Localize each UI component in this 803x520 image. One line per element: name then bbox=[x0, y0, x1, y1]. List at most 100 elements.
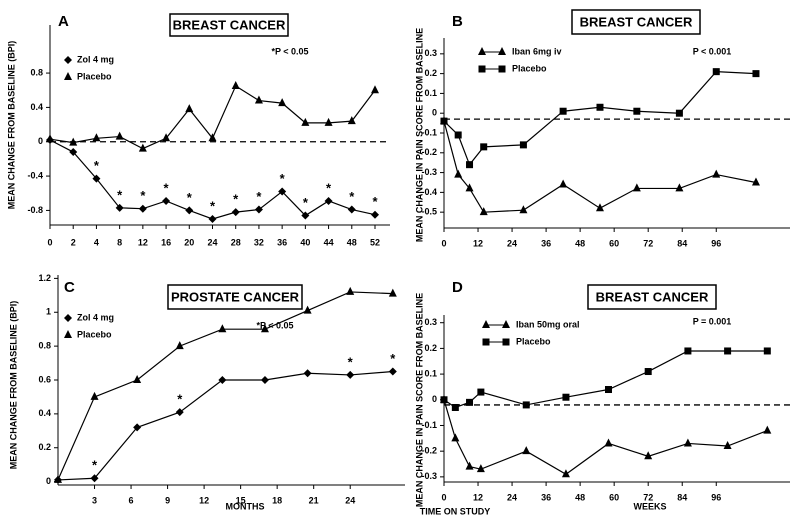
y-tick-label: 0.8 bbox=[38, 341, 51, 351]
y-axis-label: MEAN CHANGE FROM BASELINE (BPI) bbox=[6, 41, 16, 210]
x-tick-label: 12 bbox=[138, 237, 148, 247]
point-marker bbox=[684, 347, 692, 355]
x-tick-label: 36 bbox=[277, 237, 287, 247]
point-marker bbox=[675, 183, 684, 192]
x-tick-label: 8 bbox=[117, 237, 122, 247]
x-tick-label: 3 bbox=[92, 495, 97, 505]
y-tick-label: 0.3 bbox=[424, 317, 437, 327]
x-tick-label: 36 bbox=[541, 492, 551, 502]
legend-label: Placebo bbox=[516, 336, 551, 346]
point-marker bbox=[644, 368, 652, 376]
significance-marker: * bbox=[92, 458, 98, 473]
x-tick-label: 28 bbox=[231, 237, 241, 247]
series-line bbox=[443, 120, 757, 213]
legend-marker bbox=[64, 72, 72, 80]
significance-marker: * bbox=[349, 189, 355, 204]
point-marker bbox=[522, 446, 531, 455]
y-tick-label: -0.2 bbox=[421, 446, 437, 456]
y-tick-label: 0 bbox=[38, 136, 43, 146]
x-tick-label: 48 bbox=[575, 492, 585, 502]
x-tick-label: 24 bbox=[507, 238, 517, 248]
legend-marker bbox=[478, 47, 486, 55]
legend-marker bbox=[64, 56, 72, 64]
legend-marker bbox=[502, 338, 510, 346]
y-tick-label: -0.4 bbox=[27, 170, 43, 180]
point-marker bbox=[162, 133, 171, 142]
x-tick-label: 0 bbox=[441, 492, 446, 502]
point-marker bbox=[303, 305, 312, 314]
x-tick-label: 72 bbox=[643, 238, 653, 248]
x-tick-label: 96 bbox=[711, 492, 721, 502]
point-marker bbox=[388, 367, 397, 376]
significance-marker: * bbox=[210, 198, 216, 213]
point-marker bbox=[477, 388, 485, 396]
point-marker bbox=[559, 107, 567, 115]
point-marker bbox=[278, 98, 287, 107]
x-tick-label: 0 bbox=[441, 238, 446, 248]
y-tick-label: 0.1 bbox=[424, 368, 437, 378]
x-tick-label: 12 bbox=[473, 238, 483, 248]
significance-marker: * bbox=[94, 158, 100, 173]
x-tick-label: 24 bbox=[207, 237, 217, 247]
x-tick-label: 60 bbox=[609, 492, 619, 502]
point-marker bbox=[562, 393, 570, 401]
y-tick-label: 0.8 bbox=[30, 67, 43, 77]
point-marker bbox=[115, 203, 124, 212]
significance-marker: * bbox=[303, 195, 309, 210]
point-marker bbox=[522, 401, 530, 409]
series-line bbox=[57, 370, 393, 481]
chart-title: BREAST CANCER bbox=[173, 17, 286, 32]
point-marker bbox=[218, 324, 227, 333]
chart-title: BREAST CANCER bbox=[580, 14, 693, 29]
point-marker bbox=[596, 103, 604, 111]
significance-marker: * bbox=[326, 180, 332, 195]
significance-marker: * bbox=[280, 171, 286, 186]
y-tick-label: 0 bbox=[432, 108, 437, 118]
point-marker bbox=[69, 148, 78, 157]
x-tick-label: 21 bbox=[309, 495, 319, 505]
point-marker bbox=[278, 187, 287, 196]
legend-label: Placebo bbox=[77, 71, 112, 81]
point-marker bbox=[162, 196, 171, 205]
point-marker bbox=[723, 441, 732, 450]
point-marker bbox=[346, 370, 355, 379]
y-tick-label: -0.1 bbox=[421, 127, 437, 137]
y-axis-label: MEAN CHANGE FROM BASELINE (BPI) bbox=[8, 301, 18, 470]
x-tick-label: 2 bbox=[71, 237, 76, 247]
legend-marker bbox=[478, 65, 486, 73]
significance-marker: * bbox=[177, 392, 183, 407]
point-marker bbox=[465, 183, 474, 192]
point-marker bbox=[440, 117, 448, 125]
title-box bbox=[169, 13, 289, 37]
point-marker bbox=[371, 210, 379, 219]
point-marker bbox=[69, 137, 78, 146]
point-marker bbox=[347, 116, 356, 125]
point-marker bbox=[451, 433, 460, 442]
point-marker bbox=[185, 206, 194, 215]
point-marker bbox=[324, 117, 333, 126]
x-tick-label: 32 bbox=[254, 237, 264, 247]
y-tick-label: -0.1 bbox=[421, 420, 437, 430]
title-box bbox=[571, 9, 701, 35]
point-marker bbox=[683, 438, 692, 447]
point-marker bbox=[595, 203, 604, 212]
point-marker bbox=[175, 341, 184, 350]
x-tick-label: 20 bbox=[184, 237, 194, 247]
point-marker bbox=[388, 288, 397, 297]
significance-marker: * bbox=[187, 190, 193, 205]
point-marker bbox=[519, 141, 527, 149]
significance-marker: * bbox=[140, 188, 146, 203]
significance-marker: * bbox=[233, 192, 239, 207]
significance-marker: * bbox=[372, 194, 378, 209]
x-tick-label: 12 bbox=[473, 492, 483, 502]
x-tick-label: 36 bbox=[541, 238, 551, 248]
point-marker bbox=[763, 347, 771, 355]
annotation: P < 0.001 bbox=[693, 46, 732, 56]
panel-letter: C bbox=[64, 279, 75, 296]
point-marker bbox=[208, 214, 217, 223]
y-tick-label: -0.2 bbox=[421, 147, 437, 157]
legend-marker bbox=[64, 330, 72, 338]
point-marker bbox=[254, 205, 263, 214]
point-marker bbox=[633, 107, 641, 115]
legend-label: Zol 4 mg bbox=[77, 54, 114, 64]
